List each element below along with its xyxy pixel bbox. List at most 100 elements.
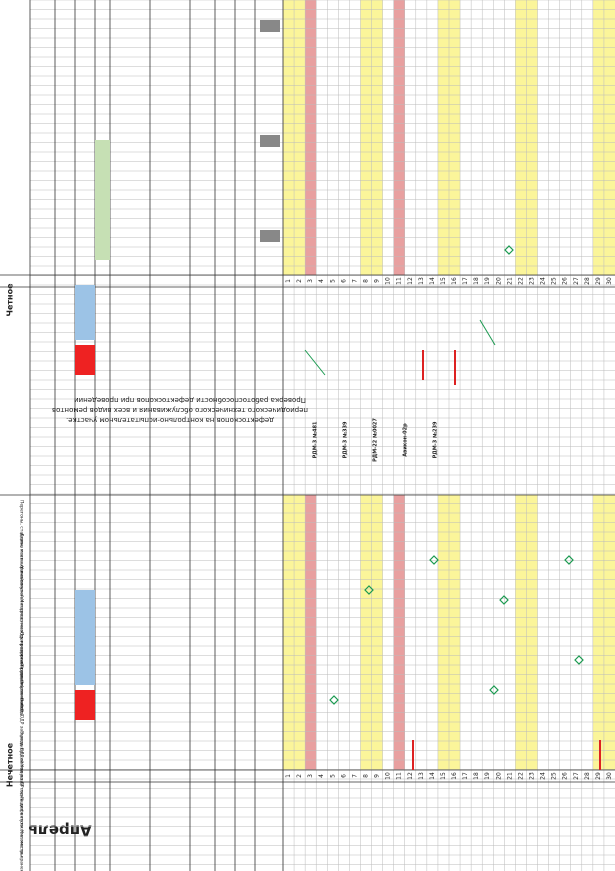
annotation: Авикон-02р <box>403 423 409 457</box>
day-column <box>603 0 615 275</box>
direction-even: Четное <box>6 283 15 317</box>
day-label: 12 <box>407 772 414 780</box>
day-label: 13 <box>418 277 425 285</box>
day-label: 13 <box>418 772 425 780</box>
day-label: 27 <box>573 277 580 285</box>
day-label: 8 <box>363 279 370 283</box>
inspection-marks <box>329 245 584 705</box>
day-label: 25 <box>551 277 558 285</box>
row-label: Пропущенный тоннаж <box>19 632 26 685</box>
day-label: 14 <box>429 772 436 780</box>
day-column <box>592 0 604 275</box>
arrows <box>304 319 601 770</box>
day-label: 22 <box>517 772 524 780</box>
day-label: 1 <box>285 774 292 778</box>
day-column <box>449 495 461 770</box>
row-label: Грузонапряженность <box>19 665 25 716</box>
day-column <box>371 0 383 275</box>
day-label: 17 <box>462 772 469 780</box>
day-label: 24 <box>540 772 547 780</box>
day-column <box>437 495 449 770</box>
day-column <box>393 495 405 770</box>
cell <box>75 345 95 375</box>
annotation: РДМ-3 №481 <box>313 421 319 458</box>
day-label: 18 <box>473 277 480 285</box>
day-label: 11 <box>396 772 403 780</box>
day-label: 7 <box>351 774 358 778</box>
row-label: № дефектоскопа, места хранения <box>19 797 25 871</box>
day-label: 26 <box>562 772 569 780</box>
day-label: 9 <box>374 279 381 283</box>
note-line: дефектоскопов на контрольно-испытательно… <box>66 416 274 424</box>
day-label: 8 <box>363 774 370 778</box>
day-label: 30 <box>606 277 613 285</box>
day-column <box>360 0 372 275</box>
day-label: 5 <box>329 279 336 283</box>
day-column <box>283 0 295 275</box>
day-label: 2 <box>296 774 303 778</box>
day-label: 17 <box>462 277 469 285</box>
row-label: Выход ОДР за предыдущий год <box>19 698 26 773</box>
day-column <box>515 0 527 275</box>
day-label: 20 <box>495 772 502 780</box>
day-column <box>592 495 604 770</box>
direction-odd: Нечетное <box>6 742 15 787</box>
day-column <box>305 0 317 275</box>
day-column <box>437 0 449 275</box>
day-column <box>526 495 538 770</box>
day-column <box>371 495 383 770</box>
day-label: 24 <box>540 277 547 285</box>
day-label: 15 <box>440 277 447 285</box>
day-label: 21 <box>506 277 513 285</box>
day-label: 11 <box>396 277 403 285</box>
day-column <box>449 0 461 275</box>
day-label: 28 <box>584 772 591 780</box>
day-label: 19 <box>484 277 491 285</box>
row-label: Выход ОДР за текущий год <box>19 731 26 796</box>
cell <box>75 690 95 720</box>
day-column <box>360 495 372 770</box>
cell <box>260 230 280 242</box>
note-line: Проверка работоспособности дефектоскопов… <box>74 396 306 404</box>
row-label: Кол-во ДР лежащих в пути <box>19 764 25 828</box>
day-label: 28 <box>584 277 591 285</box>
day-label: 7 <box>351 279 358 283</box>
row-label: Длина главных и п/п путей <box>19 533 26 598</box>
day-label: 4 <box>318 774 325 778</box>
day-label: 16 <box>451 772 458 780</box>
day-label: 20 <box>495 277 502 285</box>
row-label: Интервал между проверками, дней (съем - … <box>19 599 26 716</box>
day-label: 25 <box>551 772 558 780</box>
note-block: Проверка работоспособности дефектоскопов… <box>52 396 308 424</box>
day-label: 23 <box>529 277 536 285</box>
day-label: 27 <box>573 772 580 780</box>
cell <box>75 285 95 340</box>
row-label: Установленная периодичность контроля, в … <box>19 566 25 710</box>
row-label: Перегоны, станции, места хранения <box>19 500 25 587</box>
cell <box>260 20 280 32</box>
month: Апрель <box>28 822 91 840</box>
day-label: 6 <box>340 774 347 778</box>
day-label: 10 <box>385 277 392 285</box>
cell <box>260 135 280 147</box>
day-label: 10 <box>385 772 392 780</box>
note-line: периодического технического обслуживания… <box>52 406 308 414</box>
day-label: 18 <box>473 772 480 780</box>
day-label: 3 <box>307 774 314 778</box>
day-column <box>603 495 615 770</box>
day-label: 19 <box>484 772 491 780</box>
day-label: 5 <box>329 774 336 778</box>
cell <box>95 140 110 260</box>
day-label: 6 <box>340 279 347 283</box>
day-label: 15 <box>440 772 447 780</box>
day-column <box>294 0 306 275</box>
day-label: 2 <box>296 279 303 283</box>
annotation: РДМ-3 №339 <box>343 421 349 458</box>
day-label: 16 <box>451 277 458 285</box>
cell <box>75 590 95 685</box>
day-column <box>515 495 527 770</box>
day-column <box>283 495 295 770</box>
day-label: 12 <box>407 277 414 285</box>
day-column <box>393 0 405 275</box>
